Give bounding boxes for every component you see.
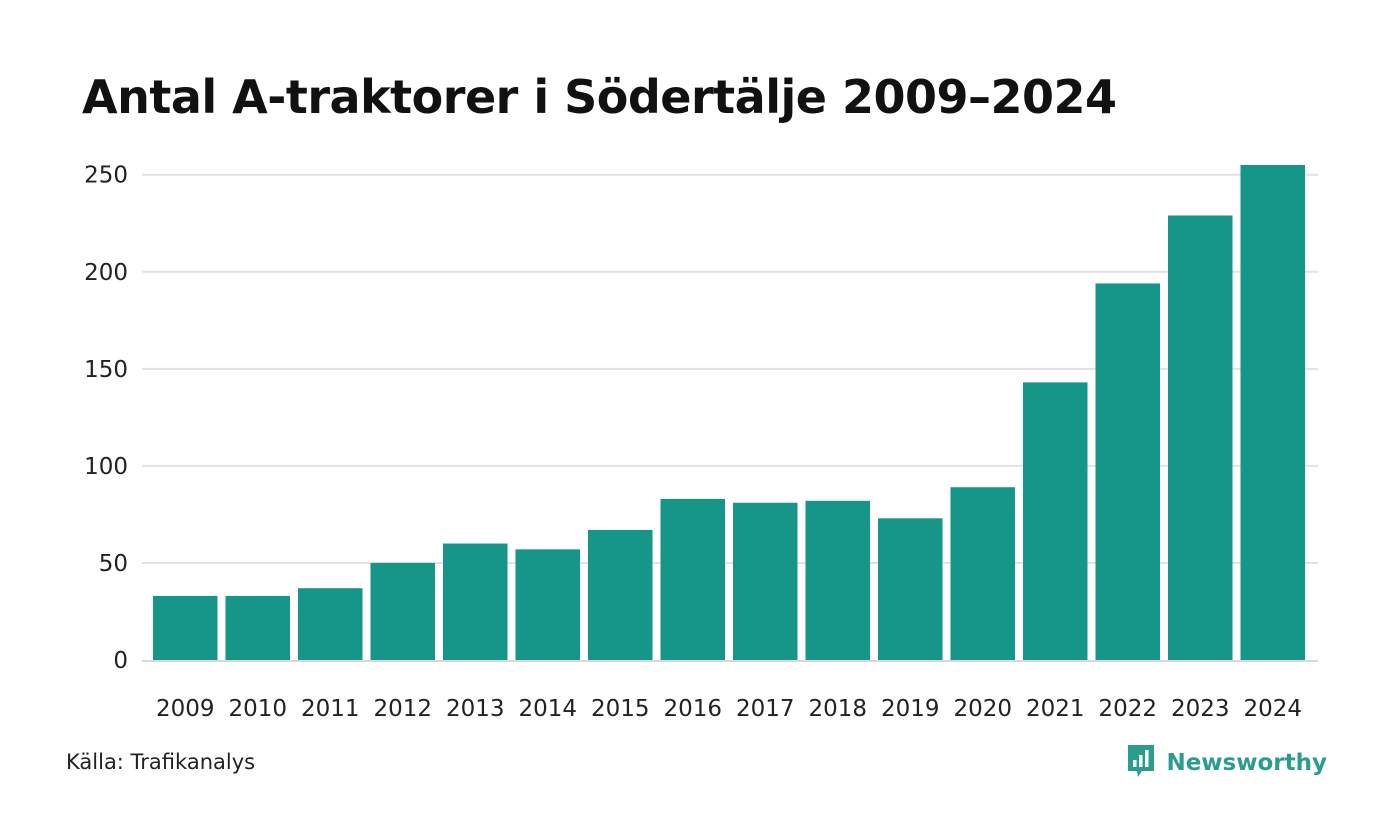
x-tick-label: 2022: [1098, 696, 1157, 722]
bar-2014: [515, 549, 580, 660]
x-axis-tick-labels: 2009 2010 2011 2012 2013 2014 2015 2016 2017 2018…: [156, 696, 1302, 722]
bar-chart: 0 50 100 150 200 250 2009 2010 2011 2012 2013 2014…: [84, 163, 1318, 722]
bar-2009: [153, 595, 218, 660]
x-tick-label: 2013: [446, 696, 505, 722]
y-tick-label: 250: [84, 163, 128, 189]
y-tick-label: 200: [84, 260, 128, 286]
chart-title: Antal A-traktorer i Södertälje 2009–2024: [82, 70, 1117, 124]
newsworthy-logo-icon: [1126, 743, 1156, 783]
x-tick-label: 2024: [1243, 696, 1302, 722]
x-tick-label: 2016: [663, 696, 722, 722]
bar-2021: [1023, 382, 1088, 660]
bar-2018: [805, 500, 870, 660]
y-tick-label: 100: [84, 454, 128, 480]
bar-2022: [1095, 283, 1160, 660]
x-tick-label: 2017: [736, 696, 795, 722]
bar-2020: [950, 487, 1015, 660]
bars: [153, 165, 1305, 660]
x-tick-label: 2009: [156, 696, 215, 722]
x-tick-label: 2014: [518, 696, 577, 722]
x-tick-label: 2021: [1026, 696, 1085, 722]
x-tick-label: 2010: [228, 696, 287, 722]
bar-2024: [1240, 165, 1305, 660]
y-axis-tick-labels: 0 50 100 150 200 250: [84, 163, 128, 674]
bar-2010: [225, 595, 290, 660]
brand-logo: Newsworthy: [1126, 743, 1327, 783]
x-tick-label: 2015: [591, 696, 650, 722]
bar-2011: [298, 588, 363, 660]
x-tick-label: 2018: [808, 696, 867, 722]
bar-2015: [588, 529, 653, 660]
bar-2023: [1168, 215, 1233, 660]
x-tick-label: 2019: [881, 696, 940, 722]
x-tick-label: 2023: [1171, 696, 1230, 722]
y-tick-label: 50: [99, 551, 128, 577]
x-tick-label: 2012: [373, 696, 432, 722]
bar-2019: [878, 518, 943, 660]
x-tick-label: 2020: [953, 696, 1012, 722]
source-note: Källa: Trafikanalys: [66, 750, 256, 774]
y-tick-label: 150: [84, 357, 128, 383]
bar-2013: [443, 543, 508, 660]
bar-2012: [370, 562, 435, 660]
bar-2017: [733, 502, 798, 660]
bar-2016: [660, 498, 725, 660]
y-tick-label: 0: [113, 648, 128, 674]
x-tick-label: 2011: [301, 696, 360, 722]
brand-name: Newsworthy: [1166, 750, 1327, 776]
